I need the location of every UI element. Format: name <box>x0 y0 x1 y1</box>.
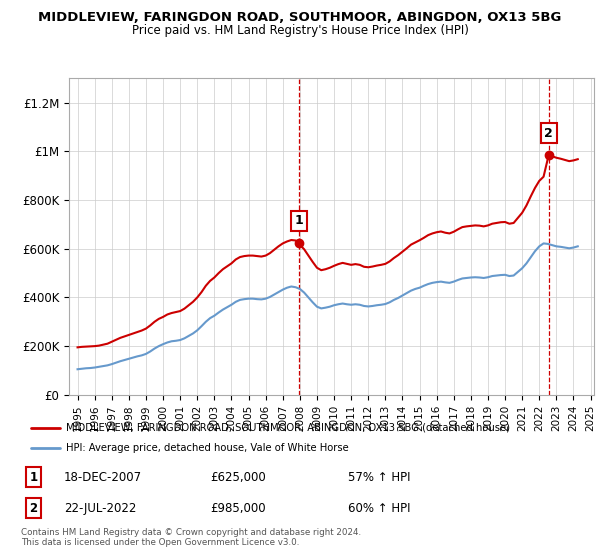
Text: £625,000: £625,000 <box>210 471 266 484</box>
Text: 57% ↑ HPI: 57% ↑ HPI <box>347 471 410 484</box>
Text: 1: 1 <box>295 214 304 227</box>
Text: MIDDLEVIEW, FARINGDON ROAD, SOUTHMOOR, ABINGDON, OX13 5BG: MIDDLEVIEW, FARINGDON ROAD, SOUTHMOOR, A… <box>38 11 562 24</box>
Text: 60% ↑ HPI: 60% ↑ HPI <box>347 502 410 515</box>
Text: 2: 2 <box>544 127 553 139</box>
Text: £985,000: £985,000 <box>210 502 266 515</box>
Text: Contains HM Land Registry data © Crown copyright and database right 2024.
This d: Contains HM Land Registry data © Crown c… <box>21 528 361 547</box>
Text: HPI: Average price, detached house, Vale of White Horse: HPI: Average price, detached house, Vale… <box>65 443 349 453</box>
Text: MIDDLEVIEW, FARINGDON ROAD, SOUTHMOOR, ABINGDON, OX13 5BG (detached house): MIDDLEVIEW, FARINGDON ROAD, SOUTHMOOR, A… <box>65 423 509 433</box>
Text: Price paid vs. HM Land Registry's House Price Index (HPI): Price paid vs. HM Land Registry's House … <box>131 24 469 36</box>
Text: 1: 1 <box>29 471 38 484</box>
Text: 2: 2 <box>29 502 38 515</box>
Text: 22-JUL-2022: 22-JUL-2022 <box>64 502 136 515</box>
Text: 18-DEC-2007: 18-DEC-2007 <box>64 471 142 484</box>
